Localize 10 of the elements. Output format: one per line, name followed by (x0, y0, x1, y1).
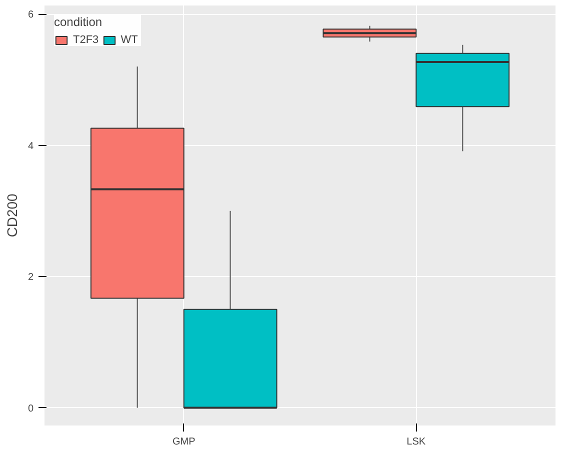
y-axis-title: CD200 (4, 193, 20, 238)
legend-label: T2F3 (73, 34, 99, 46)
legend-title: condition (54, 15, 104, 29)
x-tick-label: LSK (406, 436, 426, 448)
y-tick-label: 6 (28, 10, 34, 21)
x-tick-label: GMP (172, 436, 196, 448)
legend-label: WT (120, 34, 139, 46)
y-tick-label: 0 (28, 403, 34, 414)
y-tick-label: 2 (28, 272, 34, 284)
y-tick-label: 4 (28, 140, 34, 152)
